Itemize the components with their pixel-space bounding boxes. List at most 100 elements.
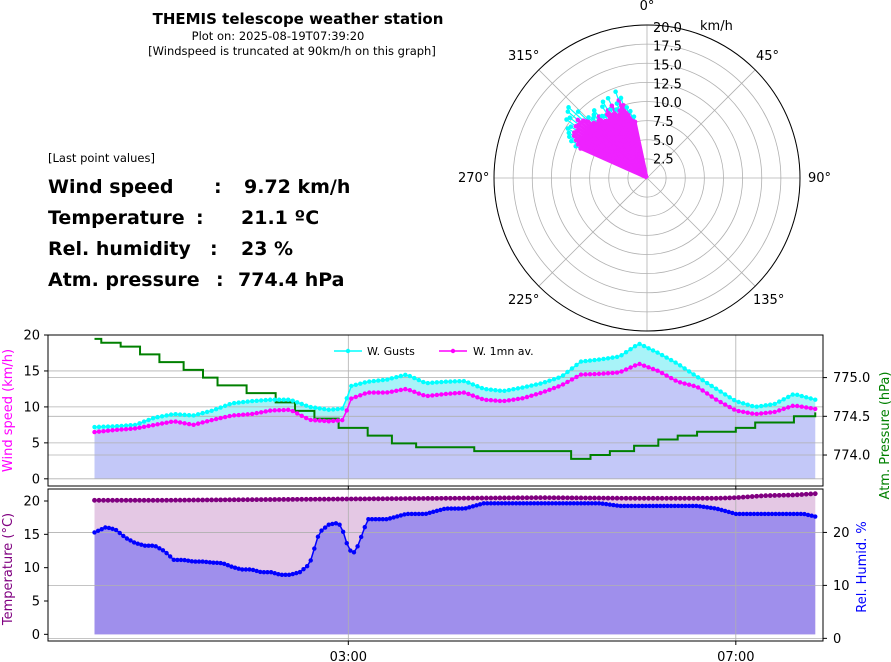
humidity-point <box>290 571 295 577</box>
temperature-point <box>470 495 476 501</box>
avg-point <box>380 390 385 395</box>
avg-point <box>673 378 678 383</box>
pressure-label: Atm. pressure <box>48 269 200 291</box>
gust-point <box>799 393 804 399</box>
gust-point <box>353 382 358 388</box>
humidity-point <box>124 536 130 541</box>
humidity-point <box>499 501 504 506</box>
gust-point <box>452 379 458 384</box>
temperature-point <box>465 495 471 501</box>
humidity-point <box>485 501 490 506</box>
humidity-point <box>715 506 721 512</box>
humidity-point <box>110 526 115 532</box>
gust-point <box>601 356 606 362</box>
wind-rose-avg-point <box>606 118 611 124</box>
avg-point <box>416 391 422 396</box>
avg-point <box>592 371 597 377</box>
avg-point <box>736 408 741 414</box>
humidity-point <box>748 511 753 517</box>
humidity-point <box>283 572 288 577</box>
gust-point <box>146 417 151 423</box>
gust-point <box>335 406 340 412</box>
gust-point <box>740 401 746 406</box>
humidity-y-tick-label: 20 <box>833 526 850 541</box>
polar-r-tick-label: 12.5 <box>653 77 682 92</box>
temperature-point <box>745 494 751 500</box>
temperature-point <box>326 496 332 502</box>
avg-point <box>560 382 566 387</box>
humidity-point <box>658 503 663 509</box>
humidity-point <box>196 559 202 564</box>
humidity-point <box>175 557 180 563</box>
temperature-point <box>452 495 458 501</box>
temperature-point <box>727 495 733 501</box>
humidity-point <box>575 501 580 506</box>
temperature-point <box>294 496 300 502</box>
temperature-point <box>682 495 688 501</box>
temperature-point <box>479 495 485 501</box>
humidity-point <box>261 569 267 575</box>
humidity-point <box>798 511 804 517</box>
temperature-point <box>200 497 206 503</box>
humidity-point <box>384 516 389 522</box>
temperature-point <box>790 492 796 498</box>
wind-rose-avg-point <box>574 128 580 134</box>
gust-point <box>709 383 714 389</box>
avg-point <box>808 405 813 411</box>
avg-point <box>362 391 367 396</box>
humidity-point <box>153 544 158 549</box>
avg-point <box>132 426 138 431</box>
humidity-point <box>553 501 558 506</box>
wind-rose-avg-point <box>609 103 615 109</box>
avg-point <box>164 420 169 425</box>
humidity-point <box>704 505 710 510</box>
gust-point <box>695 375 701 380</box>
wind-rose-avg-point <box>591 120 597 126</box>
avg-point <box>367 390 372 395</box>
pressure-y-tick-label: 774.5 <box>833 410 870 425</box>
temperature-point <box>276 497 282 502</box>
gust-point <box>614 354 620 360</box>
gust-point <box>443 379 449 384</box>
gust-point <box>173 412 178 417</box>
humidity-point <box>351 550 357 555</box>
temperature-point <box>258 497 264 502</box>
humidity-point <box>416 511 422 517</box>
gust-point <box>276 397 282 402</box>
temperature-point <box>159 497 165 503</box>
humidity-value: 23 % <box>241 238 294 260</box>
gust-point <box>96 424 102 430</box>
humidity-point <box>510 501 515 506</box>
avg-point <box>547 387 552 392</box>
humidity-point <box>434 508 440 514</box>
avg-point <box>358 393 363 398</box>
humidity-point <box>405 511 411 517</box>
gust-point <box>254 398 259 403</box>
temperature-point <box>713 495 719 501</box>
temperature-point <box>173 497 178 503</box>
gust-point <box>295 400 300 405</box>
humidity-point <box>737 511 742 517</box>
avg-point <box>781 406 786 412</box>
humidity-point <box>441 506 447 512</box>
temperature-point <box>123 497 129 503</box>
polar-radial-unit: km/h <box>700 19 733 34</box>
wind-rose-gust-point <box>605 95 611 101</box>
gust-point <box>249 398 255 404</box>
avg-point <box>506 398 512 403</box>
avg-point <box>813 406 818 412</box>
polar-angle-label: 225° <box>508 293 539 308</box>
wind-avg-area <box>94 364 816 479</box>
humidity-point <box>755 511 760 517</box>
humidity-point <box>690 503 695 509</box>
humidity-point <box>459 506 465 511</box>
temperature-point <box>209 497 215 503</box>
avg-point <box>349 396 354 401</box>
avg-point <box>191 422 196 428</box>
temperature-point <box>592 495 597 501</box>
temperature-point <box>105 497 111 503</box>
temperature-point <box>736 495 742 500</box>
avg-point <box>186 421 192 427</box>
humidity-point <box>185 558 191 563</box>
humidity-point <box>618 503 623 509</box>
